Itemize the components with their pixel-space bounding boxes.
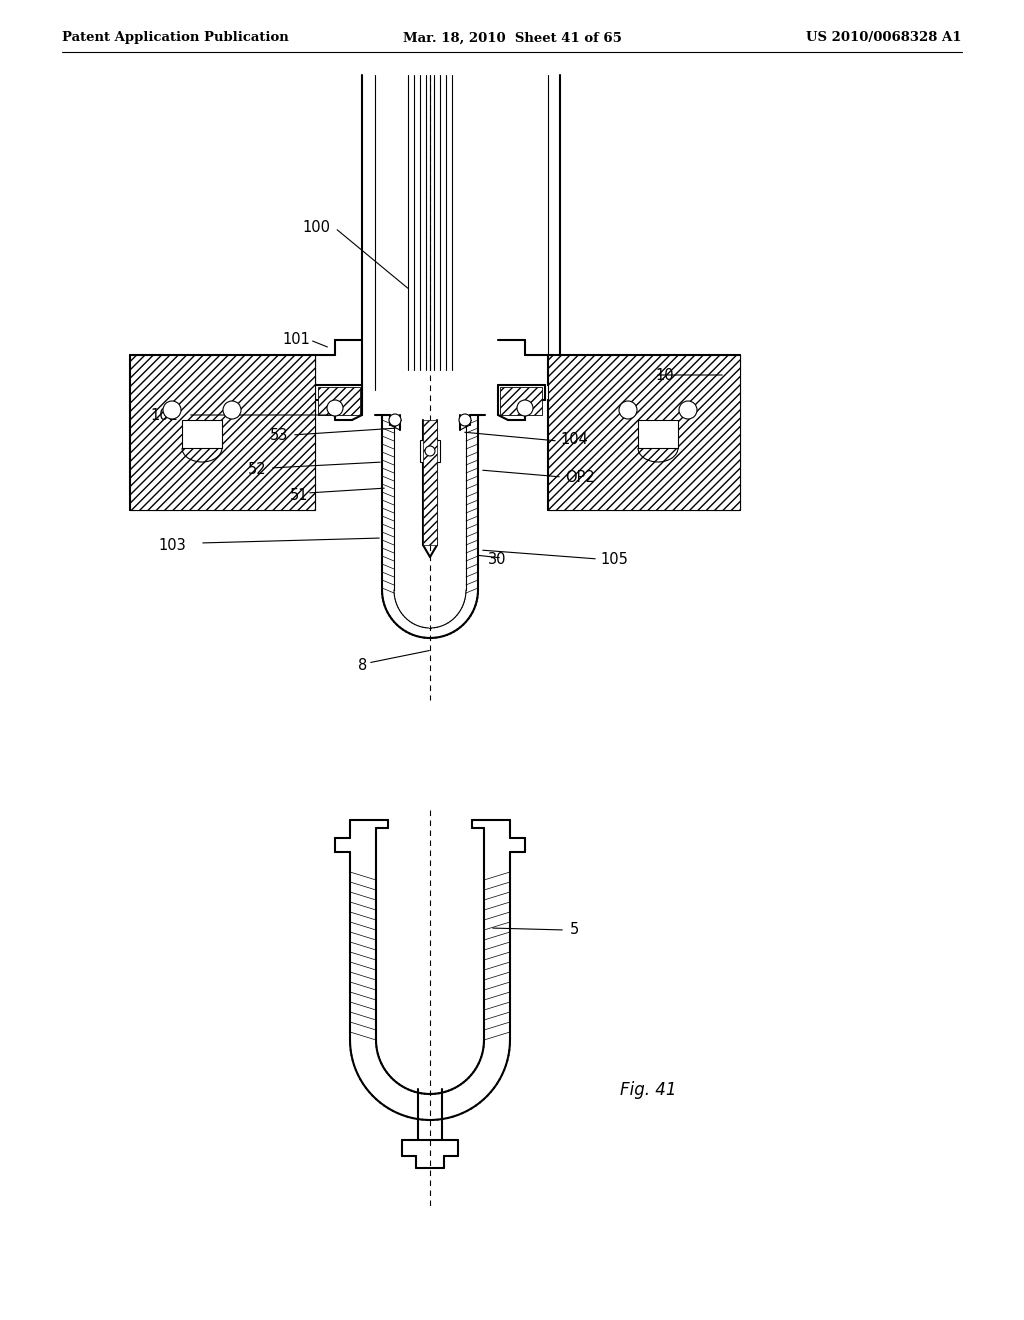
Circle shape xyxy=(517,400,534,416)
Text: Patent Application Publication: Patent Application Publication xyxy=(62,32,289,45)
Text: OP2: OP2 xyxy=(565,470,595,486)
Text: 8: 8 xyxy=(358,657,368,672)
Bar xyxy=(423,420,437,545)
Text: 30: 30 xyxy=(488,553,507,568)
Bar xyxy=(500,387,542,414)
Text: 102: 102 xyxy=(150,408,178,422)
Bar xyxy=(318,387,360,414)
Bar xyxy=(638,420,678,447)
Circle shape xyxy=(679,401,697,418)
Text: 103: 103 xyxy=(158,537,185,553)
Bar xyxy=(548,355,740,510)
Text: 5: 5 xyxy=(570,923,580,937)
Text: 101: 101 xyxy=(282,333,310,347)
Text: Fig. 41: Fig. 41 xyxy=(620,1081,677,1100)
Circle shape xyxy=(459,414,471,426)
Circle shape xyxy=(327,400,343,416)
Text: 52: 52 xyxy=(248,462,266,478)
Bar xyxy=(130,355,315,510)
Circle shape xyxy=(389,414,401,426)
Bar xyxy=(182,420,222,447)
Text: 51: 51 xyxy=(290,487,308,503)
Circle shape xyxy=(163,401,181,418)
Text: Mar. 18, 2010  Sheet 41 of 65: Mar. 18, 2010 Sheet 41 of 65 xyxy=(402,32,622,45)
Text: 53: 53 xyxy=(270,428,289,442)
Circle shape xyxy=(223,401,241,418)
Circle shape xyxy=(425,446,435,455)
Text: US 2010/0068328 A1: US 2010/0068328 A1 xyxy=(807,32,962,45)
Text: 105: 105 xyxy=(600,553,628,568)
Circle shape xyxy=(618,401,637,418)
Text: 10: 10 xyxy=(655,367,674,383)
Bar xyxy=(420,440,440,462)
Text: 100: 100 xyxy=(302,220,330,235)
Text: 104: 104 xyxy=(560,433,588,447)
